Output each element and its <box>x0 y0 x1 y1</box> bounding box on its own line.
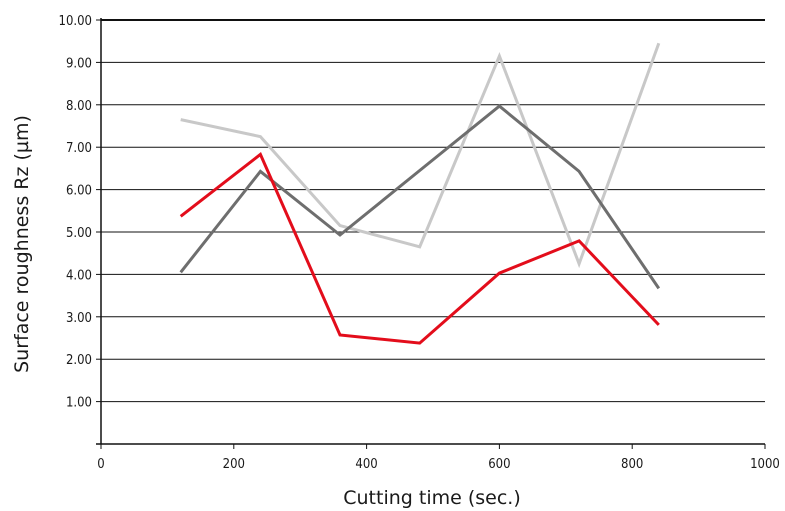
y-tick-label: 10.00 <box>59 14 92 29</box>
y-tick-label: 2.00 <box>66 353 92 368</box>
axes <box>96 18 766 449</box>
grid-lines <box>101 19 765 403</box>
y-tick-label: 4.00 <box>66 268 92 283</box>
x-tick-label: 200 <box>223 457 245 472</box>
series-line-3 <box>179 152 660 345</box>
x-tick-label: 600 <box>488 457 510 472</box>
series-lines <box>179 42 661 345</box>
x-tick-label: 0 <box>97 457 104 472</box>
y-axis-title: Surface roughness Rz (µm) <box>11 115 33 373</box>
y-tick-label: 5.00 <box>66 226 92 241</box>
y-tick-label: 8.00 <box>66 99 92 114</box>
x-axis-title: Cutting time (sec.) <box>343 487 521 509</box>
y-tick-label: 1.00 <box>66 396 92 411</box>
x-tick-label: 1000 <box>750 457 780 472</box>
x-tick-label: 400 <box>355 457 377 472</box>
series-line-1 <box>180 42 661 269</box>
y-tick-label: 6.00 <box>66 184 92 199</box>
y-tick-label: 3.00 <box>66 311 92 326</box>
y-tick-label: 9.00 <box>66 56 92 71</box>
y-tick-labels: 1.00 2.00 3.00 4.00 5.00 6.00 7.00 8.00 9.00 10.0… <box>59 14 92 411</box>
series-line-2 <box>179 104 661 290</box>
x-tick-label: 800 <box>621 457 643 472</box>
x-tick-labels: 0 200 400 600 800 1000 <box>97 457 780 472</box>
y-tick-label: 7.00 <box>66 141 92 156</box>
